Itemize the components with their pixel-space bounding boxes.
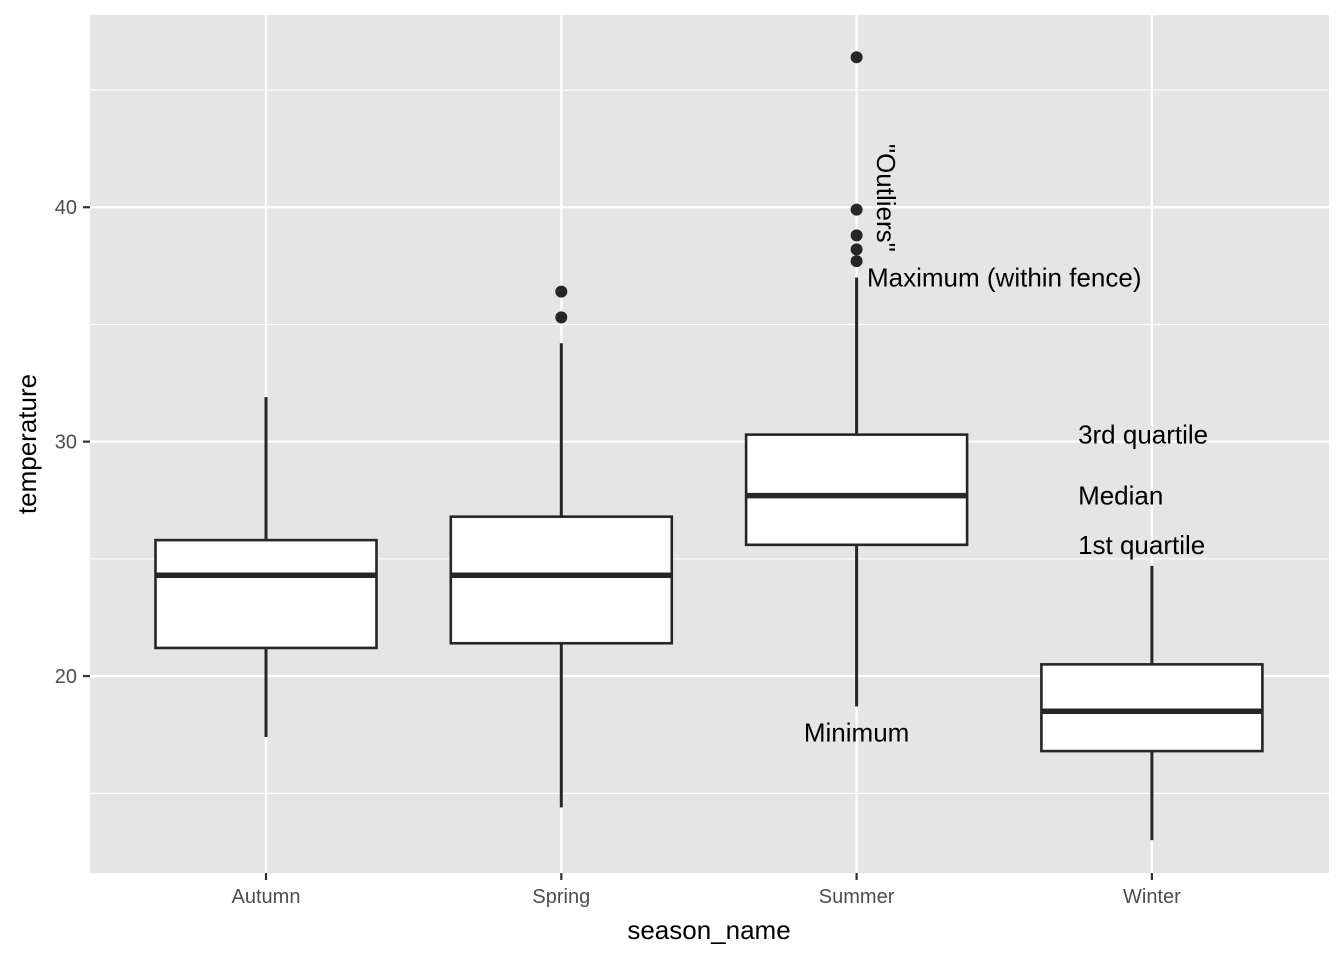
outlier-point xyxy=(850,203,863,216)
y-tick-label: 40 xyxy=(55,197,77,219)
iqr-box xyxy=(154,538,378,650)
axis-layer: 20 30 40 Autumn Spring Summer Winter xyxy=(55,197,1181,908)
annotation-label: Maximum (within fence) xyxy=(867,263,1142,293)
x-tick-label: Spring xyxy=(532,886,590,908)
box-autumn xyxy=(154,397,378,738)
x-tick-label: Winter xyxy=(1123,886,1181,908)
annotation-layer: "Outliers" Maximum (within fence) 3rd quar… xyxy=(804,144,1208,748)
annotation-label: 1st quartile xyxy=(1078,530,1205,560)
annotation-label: 3rd quartile xyxy=(1078,420,1208,450)
annotation-label: Median xyxy=(1078,481,1163,511)
outlier-point xyxy=(850,51,863,64)
outlier-point xyxy=(555,285,568,298)
box-winter xyxy=(1040,565,1264,841)
box-summer xyxy=(744,51,969,707)
box-layer xyxy=(154,51,1264,841)
x-tick-label: Summer xyxy=(819,886,895,908)
iqr-box xyxy=(1040,663,1264,753)
iqr-box xyxy=(449,515,674,645)
box-spring xyxy=(449,285,674,808)
y-tick-label: 20 xyxy=(55,666,77,688)
iqr-box xyxy=(744,433,969,547)
y-tick-label: 30 xyxy=(55,432,77,454)
x-tick-label: Autumn xyxy=(232,886,301,908)
x-axis-title: season_name xyxy=(627,915,790,945)
outlier-point xyxy=(555,311,568,324)
outlier-point xyxy=(850,229,863,242)
annotation-label: Minimum xyxy=(804,717,909,747)
outlier-point xyxy=(850,255,863,268)
y-axis-title: temperature xyxy=(12,374,42,514)
outlier-point xyxy=(850,243,863,256)
annotation-label: "Outliers" xyxy=(871,144,901,252)
